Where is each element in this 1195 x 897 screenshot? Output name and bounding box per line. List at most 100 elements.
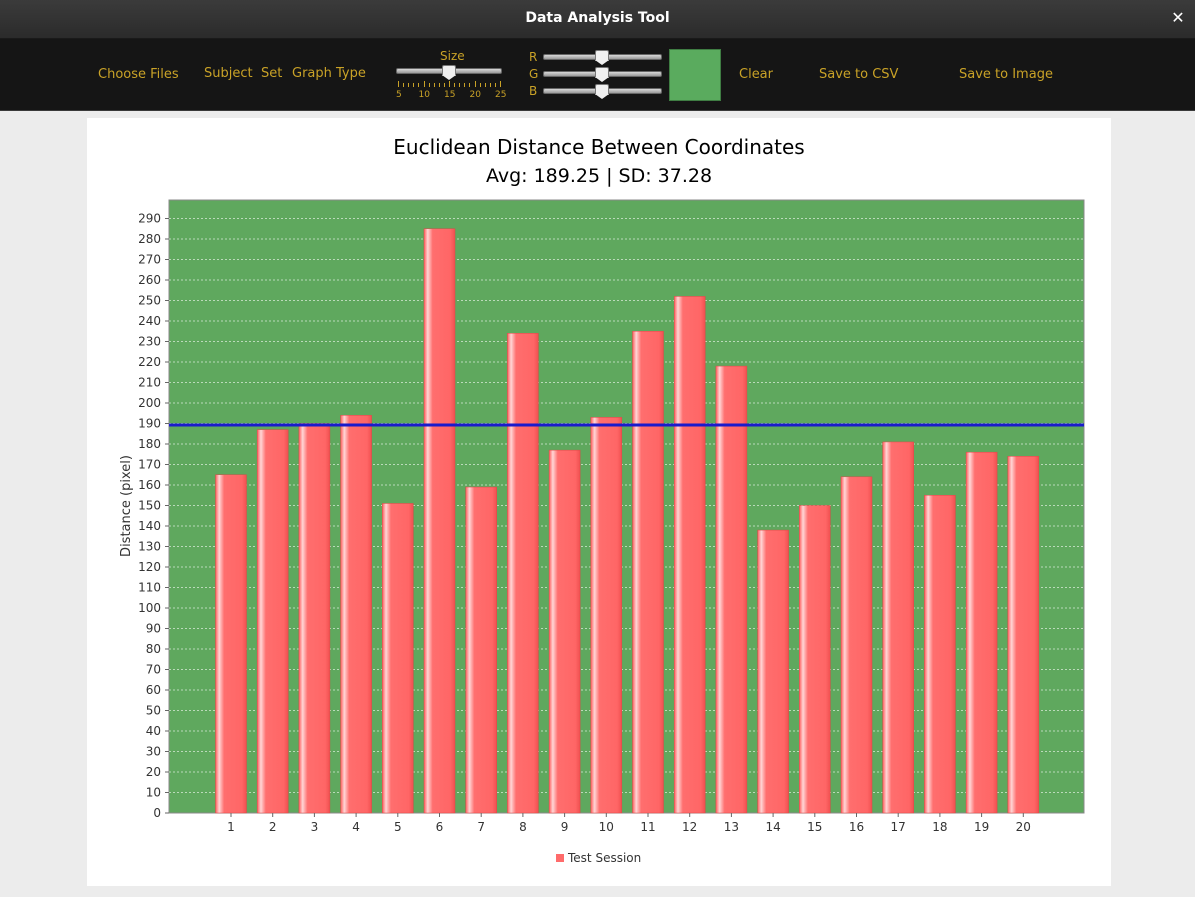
- y-tick-label: 170: [138, 458, 161, 472]
- y-tick-label: 200: [138, 396, 161, 410]
- x-tick-label: 6: [436, 820, 444, 834]
- y-tick-label: 30: [146, 745, 161, 759]
- bar: [215, 474, 247, 814]
- y-tick-label: 70: [146, 663, 161, 677]
- y-tick-label: 270: [138, 253, 161, 267]
- x-tick-label: 15: [807, 820, 822, 834]
- size-tick-mark: [438, 83, 440, 87]
- size-tick-mark: [484, 83, 486, 87]
- bar: [840, 476, 873, 814]
- size-tick-mark: [459, 83, 461, 87]
- save-image-button[interactable]: Save to Image: [959, 67, 1053, 82]
- y-tick-label: 160: [138, 478, 161, 492]
- y-tick-label: 220: [138, 355, 161, 369]
- bar: [548, 449, 581, 814]
- bar: [340, 415, 372, 814]
- y-tick-label: 290: [138, 212, 161, 226]
- size-tick-label: 25: [495, 90, 507, 100]
- x-tick-label: 18: [932, 820, 947, 834]
- y-tick-label: 150: [138, 499, 161, 513]
- x-tick-label: 2: [269, 820, 277, 834]
- x-tick-label: 8: [519, 820, 527, 834]
- size-tick-mark: [464, 83, 466, 87]
- subject-menu[interactable]: Subject: [204, 66, 253, 81]
- y-tick-label: 130: [138, 540, 161, 554]
- size-tick-mark: [408, 83, 410, 87]
- size-tick-mark: [398, 81, 399, 87]
- chart-subtitle: Avg: 189.25 | SD: 37.28: [486, 165, 712, 187]
- y-tick-label: 110: [138, 581, 161, 595]
- window-title: Data Analysis Tool: [525, 10, 670, 26]
- bar: [632, 331, 664, 814]
- bar: [382, 503, 414, 814]
- chart-title: Euclidean Distance Between Coordinates: [393, 135, 804, 159]
- y-axis: 0 10 20 30 40 50 60 70 80 90 100 110 120 130 140 150 160…: [138, 212, 169, 820]
- bar: [423, 228, 456, 814]
- size-tick-mark: [489, 83, 491, 87]
- y-tick-label: 10: [146, 786, 161, 800]
- y-tick-label: 230: [138, 335, 161, 349]
- bar: [799, 505, 831, 814]
- size-tick-mark: [423, 81, 425, 87]
- x-tick-label: 1: [227, 820, 235, 834]
- size-tick-mark: [449, 81, 450, 87]
- bar: [715, 365, 748, 814]
- y-tick-label: 100: [138, 601, 161, 615]
- bar: [924, 495, 956, 814]
- x-tick-label: 7: [477, 820, 485, 834]
- bar: [1007, 456, 1040, 814]
- x-axis: 1 2 3 4 5 6 7 8 9 10 11 12 13 14 15 16 17 18 19 20: [227, 813, 1031, 834]
- x-tick-label: 19: [974, 820, 989, 834]
- x-tick-label: 3: [311, 820, 319, 834]
- g-label: G: [529, 67, 539, 81]
- y-tick-label: 240: [138, 314, 161, 328]
- x-tick-label: 4: [352, 820, 360, 834]
- size-tick-mark: [418, 83, 420, 87]
- x-tick-label: 10: [599, 820, 614, 834]
- legend-label: Test Session: [567, 851, 641, 865]
- size-tick-label: 15: [444, 90, 456, 100]
- save-csv-button[interactable]: Save to CSV: [819, 67, 899, 82]
- y-tick-label: 280: [138, 232, 161, 246]
- x-tick-label: 5: [394, 820, 402, 834]
- choose-files-button[interactable]: Choose Files: [98, 67, 179, 82]
- x-tick-label: 16: [849, 820, 864, 834]
- set-menu[interactable]: Set: [261, 66, 283, 81]
- bar: [507, 333, 539, 814]
- size-tick-mark: [479, 83, 481, 87]
- x-tick-label: 11: [640, 820, 655, 834]
- close-button[interactable]: ✕: [1171, 8, 1185, 27]
- size-tick-mark: [454, 83, 456, 87]
- y-axis-label: Distance (pixel): [119, 455, 134, 557]
- x-tick-label: 9: [561, 820, 569, 834]
- bar: [256, 429, 289, 814]
- y-tick-label: 190: [138, 417, 161, 431]
- size-tick-mark: [433, 83, 435, 87]
- size-tick-mark: [500, 81, 501, 87]
- title-bar: Data Analysis Tool ✕: [0, 0, 1195, 39]
- y-tick-label: 210: [138, 376, 161, 390]
- y-tick-label: 0: [153, 806, 161, 820]
- size-tick-mark: [428, 83, 430, 87]
- bar: [757, 529, 789, 814]
- size-tick-label: 5: [396, 90, 402, 100]
- y-tick-label: 260: [138, 273, 161, 287]
- size-tick-mark: [469, 83, 471, 87]
- y-tick-label: 120: [138, 560, 161, 574]
- bar: [673, 296, 706, 814]
- b-label: B: [529, 84, 538, 98]
- color-swatch: [669, 49, 721, 101]
- y-tick-label: 50: [146, 704, 161, 718]
- bar: [298, 423, 331, 814]
- bars: [215, 228, 1040, 814]
- clear-button[interactable]: Clear: [739, 67, 773, 82]
- x-tick-label: 13: [724, 820, 739, 834]
- graph-type-menu[interactable]: Graph Type: [292, 66, 366, 81]
- toolbar: Choose Files Subject Set Graph Type Size…: [0, 39, 1195, 111]
- legend-swatch: [556, 854, 564, 862]
- y-tick-label: 250: [138, 294, 161, 308]
- bar-chart: Euclidean Distance Between Coordinates A…: [119, 135, 1085, 865]
- y-tick-label: 90: [146, 622, 161, 636]
- y-tick-label: 40: [146, 724, 161, 738]
- x-tick-label: 20: [1016, 820, 1031, 834]
